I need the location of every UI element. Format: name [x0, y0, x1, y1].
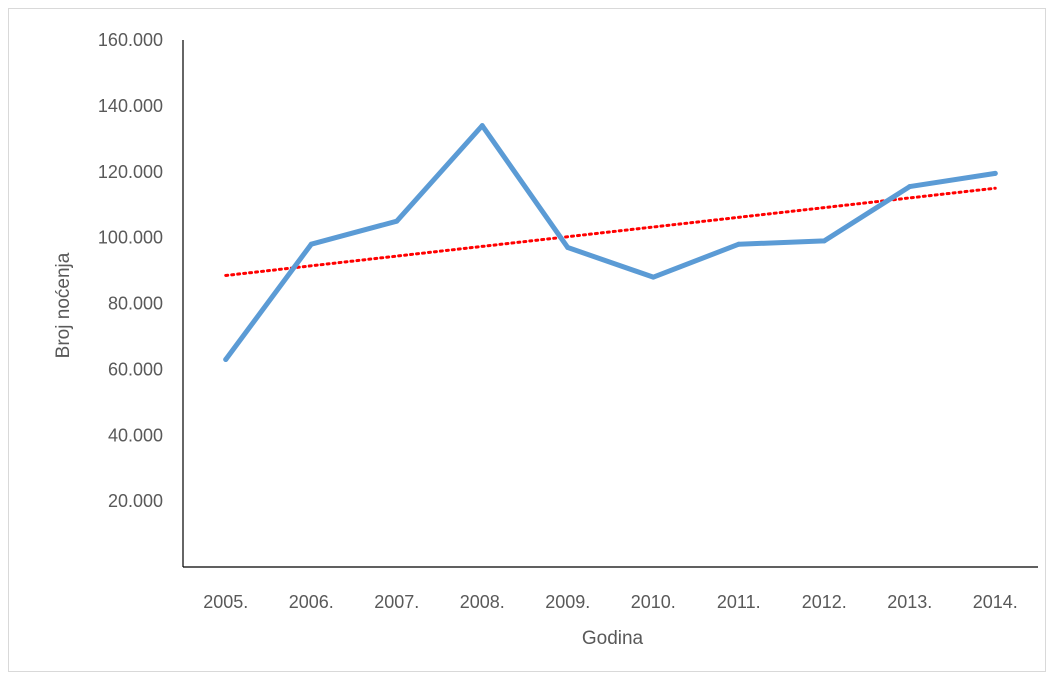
- y-tick-label: 80.000: [108, 294, 163, 314]
- data-point: [565, 245, 571, 251]
- y-tick-label: 20.000: [108, 491, 163, 511]
- x-tick-label: 2010.: [631, 592, 676, 612]
- data-point: [736, 241, 742, 247]
- series-points: [223, 123, 998, 362]
- data-point: [650, 274, 656, 280]
- series-line: [223, 123, 998, 362]
- y-tick-label: 140.000: [98, 96, 163, 116]
- x-tick-label: 2006.: [289, 592, 334, 612]
- y-tick-label: 100.000: [98, 228, 163, 248]
- x-tick-labels: 2005. 2006. 2007. 2008. 2009. 2010. 2011. 2012.…: [203, 592, 1018, 612]
- y-tick-label: 60.000: [108, 359, 163, 379]
- data-point: [308, 241, 314, 247]
- x-tick-label: 2012.: [802, 592, 847, 612]
- data-point: [223, 356, 229, 362]
- x-axis-title: Godina: [582, 628, 644, 649]
- linear-trendline: [224, 186, 997, 278]
- y-axis-title: Broj noćenja: [53, 252, 74, 358]
- y-tick-label: 120.000: [98, 162, 163, 182]
- data-point: [821, 238, 827, 244]
- x-tick-label: 2011.: [717, 592, 761, 612]
- y-tick-label: 160.000: [98, 30, 163, 50]
- x-tick-label: 2007.: [374, 592, 419, 612]
- chart-frame: [8, 8, 1046, 672]
- data-point: [907, 184, 913, 190]
- y-tick-label: 40.000: [108, 425, 163, 445]
- x-tick-label: 2014.: [973, 592, 1018, 612]
- x-tick-label: 2008.: [460, 592, 505, 612]
- x-tick-label: 2013.: [887, 592, 932, 612]
- data-point: [479, 123, 485, 129]
- y-tick-labels: 20.000 40.000 60.000 80.000 100.000 120.000 14…: [98, 30, 163, 511]
- x-tick-label: 2009.: [545, 592, 590, 612]
- data-point: [992, 170, 998, 176]
- x-tick-label: 2005.: [203, 592, 248, 612]
- data-point: [394, 218, 400, 224]
